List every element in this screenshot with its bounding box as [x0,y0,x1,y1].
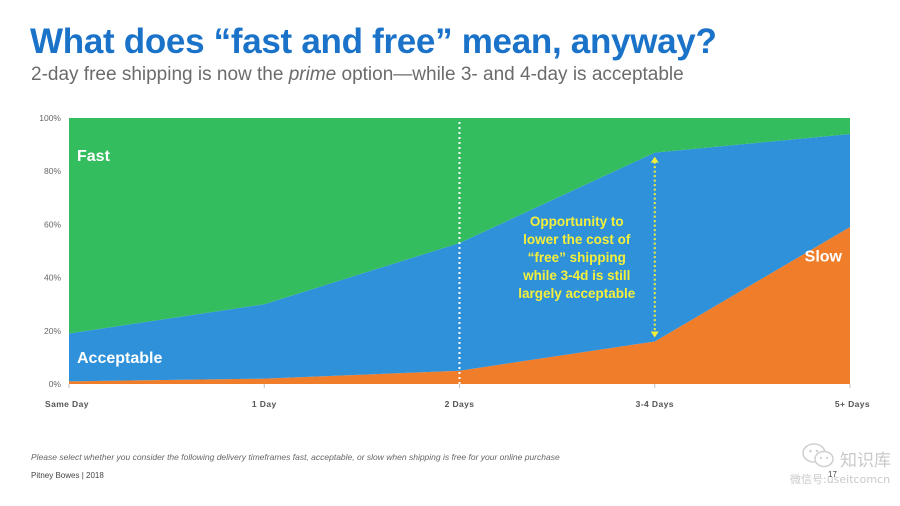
x-tick-label: 3-4 Days [636,399,674,409]
opportunity-annotation: Opportunity to lower the cost of “free” sh… [518,214,636,301]
annotation-line: lower the cost of [523,232,631,247]
y-axis: 0% 20% 40% 60% 80% 100% [39,113,61,389]
area-slow [69,227,850,384]
annotation-line: “free” shipping [528,250,626,265]
y-tick-label: 100% [39,113,61,123]
x-tick-label: Same Day [45,399,89,409]
stacked-area-chart: 0% 20% 40% 60% 80% 100% Same Day 1 Day 2 Days 3-… [39,113,870,409]
x-axis: Same Day 1 Day 2 Days 3-4 Days 5+ Days [45,384,870,409]
series-label-acceptable: Acceptable [77,350,162,367]
wechat-icon [802,443,834,468]
arrow-head-up [650,156,659,163]
page-subtitle: 2-day free shipping is now the prime opt… [31,64,684,86]
watermark-account: 微信号:useitcomcn [790,473,891,486]
y-tick-label: 80% [44,166,61,176]
survey-question-note: Please select whether you consider the f… [31,452,560,462]
subtitle-emphasis: prime [288,64,337,85]
y-tick-label: 60% [44,219,61,229]
series-label-fast: Fast [77,148,111,165]
y-tick-label: 0% [49,379,62,389]
source-credit: Pitney Bowes | 2018 [31,471,104,480]
annotation-line: largely acceptable [518,286,636,301]
x-tick-label: 1 Day [252,399,277,409]
subtitle-text: 2-day free shipping is now the [31,64,289,85]
subtitle-text-end: option—while 3- and 4-day is acceptable [336,64,684,85]
y-tick-label: 40% [44,273,61,283]
annotation-line: while 3-4d is still [522,268,630,283]
watermark-brand: 知识库 [840,451,891,471]
page-number: 17 [828,470,837,479]
y-tick-label: 20% [44,326,61,336]
watermark: 知识库 微信号:useitcomcn [790,443,895,488]
arrow-head-down [650,331,659,338]
area-fast [69,118,850,334]
x-tick-label: 5+ Days [835,399,870,409]
annotation-line: Opportunity to [530,214,624,229]
page-title: What does “fast and free” mean, anyway? [30,22,717,61]
series-label-slow: Slow [805,249,843,266]
x-tick-label: 2 Days [445,399,475,409]
annotation-arrow [650,156,659,338]
